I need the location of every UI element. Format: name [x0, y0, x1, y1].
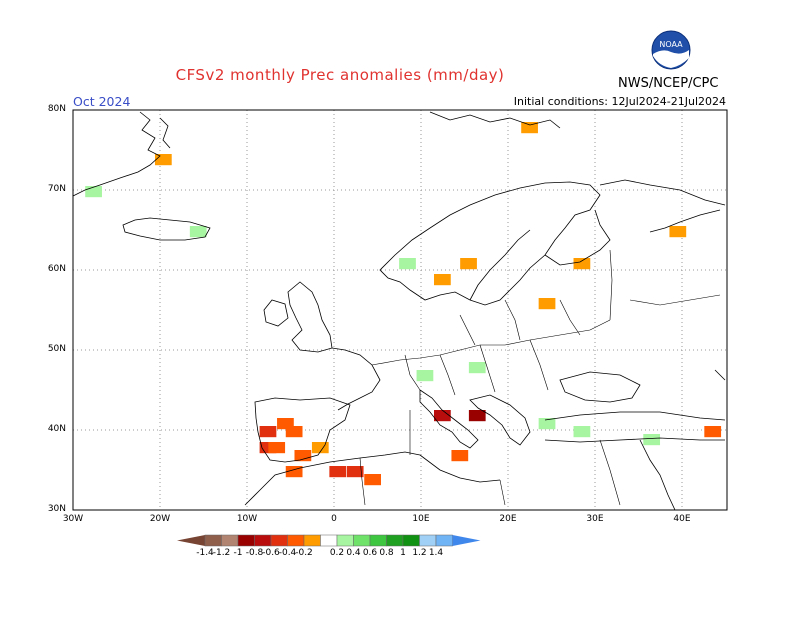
lon-label: 20W [149, 514, 171, 524]
anomaly-cell [85, 186, 102, 198]
anomaly-cell [329, 466, 347, 478]
colorbar-tick-label: -0.4 [278, 548, 297, 558]
lon-label: 20E [499, 514, 517, 524]
anomaly-cell [346, 466, 364, 478]
anomaly-cell [468, 362, 486, 374]
anomaly-cell [399, 258, 416, 270]
anomaly-cell [434, 410, 451, 422]
colorbar-swatch [369, 534, 387, 547]
colorbar-tick-label: 1.2 [412, 548, 427, 558]
anomaly-cell [434, 274, 451, 286]
lon-label: 30W [62, 514, 84, 524]
noaa-logo: NOAA [651, 30, 691, 70]
colorbar-tick-label: -0.8 [245, 548, 264, 558]
anomaly-cell [364, 474, 381, 486]
anomaly-cell [294, 450, 312, 462]
colorbar-swatch [336, 534, 354, 547]
colorbar-tick-label: -0.2 [295, 548, 313, 558]
lat-label: 30N [47, 504, 66, 514]
lon-label: 10E [412, 514, 430, 524]
anomaly-cell [416, 370, 434, 382]
lat-label: 60N [47, 264, 66, 274]
anomaly-cell [704, 426, 722, 438]
initial-conditions: Initial conditions: 12Jul2024-21Jul2024 [513, 95, 726, 108]
anomaly-cell [573, 258, 591, 270]
map-title: CFSv2 monthly Prec anomalies (mm/day) [175, 66, 505, 84]
lon-label: 40E [673, 514, 691, 524]
colorbar-swatch [221, 534, 239, 547]
anomaly-cell [285, 466, 303, 478]
colorbar-swatch [204, 534, 222, 547]
lat-label: 70N [47, 184, 66, 194]
colorbar-tick-label: -0.6 [262, 548, 280, 558]
colorbar-swatch [270, 534, 288, 547]
colorbar-tick-label: -1.4 [196, 548, 214, 558]
anomaly-cell [268, 442, 286, 454]
colorbar-swatch [237, 534, 255, 547]
anomaly-cell [285, 426, 303, 438]
colorbar-tick-label: 0.6 [362, 548, 378, 558]
anomaly-cell [460, 258, 477, 270]
colorbar-tick-label: -1.2 [212, 548, 231, 558]
lat-label: 80N [47, 104, 66, 114]
lon-label: 10W [236, 514, 258, 524]
anomaly-cells [85, 122, 722, 486]
anomaly-cell [259, 442, 277, 454]
colorbar-swatch [303, 534, 321, 547]
map-frame [72, 109, 728, 511]
colorbar-tick-label: 0.4 [346, 548, 361, 558]
anomaly-cell [669, 226, 687, 238]
lat-label: 50N [47, 344, 66, 354]
colorbar-arrow-high [452, 535, 481, 546]
forecast-month: Oct 2024 [73, 94, 131, 109]
anomaly-cell [259, 426, 277, 438]
colorbar-swatch [254, 534, 272, 547]
borders [359, 249, 721, 506]
anomaly-cell [521, 122, 538, 134]
anomaly-cell [573, 426, 591, 438]
colorbar-tick-label: 0.2 [329, 548, 345, 558]
colorbar-swatch [386, 534, 404, 547]
colorbar-tick-label: 1.4 [428, 548, 444, 558]
svg-text:NOAA: NOAA [659, 40, 683, 49]
colorbar-swatch [402, 534, 420, 547]
map-grid [73, 110, 727, 510]
colorbar-swatch [419, 534, 437, 547]
anomaly-cell [538, 298, 556, 310]
colorbar-tick-label: 1 [400, 548, 406, 558]
coastlines [72, 111, 726, 511]
anomaly-cell [154, 154, 172, 166]
lat-label: 40N [47, 424, 66, 434]
anomaly-cell [189, 226, 207, 238]
anomaly-cell [311, 442, 329, 454]
colorbar-swatch [435, 534, 453, 547]
anomaly-cell [643, 434, 661, 446]
anomaly-cell [277, 418, 294, 430]
colorbar-tick-label: 0.8 [379, 548, 394, 558]
colorbar-swatch [353, 534, 371, 547]
agency-label: NWS/NCEP/CPC [618, 76, 719, 91]
colorbar-swatch [287, 534, 305, 547]
lon-label: 0 [331, 514, 337, 524]
colorbar-swatch [320, 534, 338, 547]
colorbar [177, 534, 481, 547]
anomaly-cell [468, 410, 486, 422]
colorbar-arrow-low [177, 535, 205, 546]
lon-label: 30E [586, 514, 604, 524]
anomaly-cell [451, 450, 469, 462]
colorbar-tick-label: -1 [233, 548, 243, 558]
anomaly-cell [538, 418, 556, 430]
